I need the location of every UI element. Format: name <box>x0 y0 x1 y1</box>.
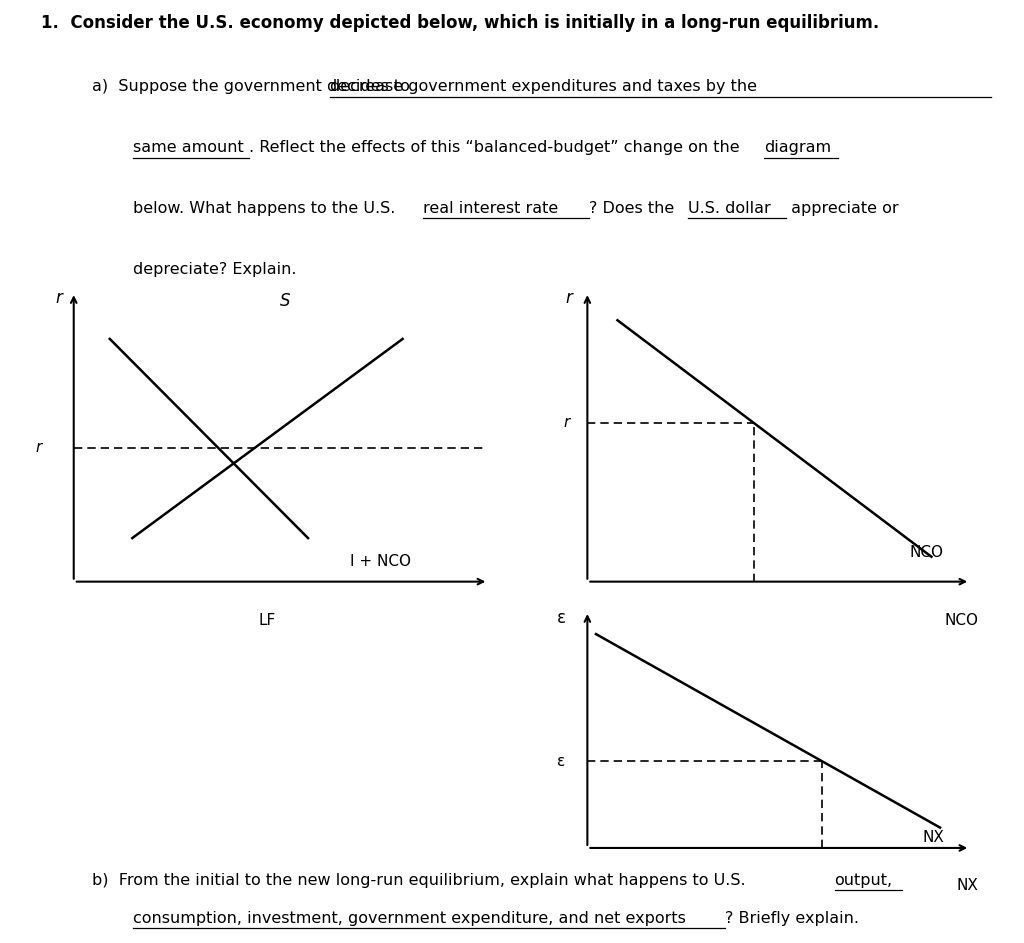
Text: NX: NX <box>956 879 979 894</box>
Text: r: r <box>55 290 62 307</box>
Text: ? Does the: ? Does the <box>589 201 679 216</box>
Text: output,: output, <box>835 873 893 888</box>
Text: below. What happens to the U.S.: below. What happens to the U.S. <box>133 201 400 216</box>
Text: NCO: NCO <box>910 545 944 560</box>
Text: I + NCO: I + NCO <box>349 554 411 570</box>
Text: depreciate? Explain.: depreciate? Explain. <box>133 262 297 276</box>
Text: ε: ε <box>557 753 565 769</box>
Text: ? Briefly explain.: ? Briefly explain. <box>725 911 859 926</box>
Text: diagram: diagram <box>764 140 831 155</box>
Text: U.S. dollar: U.S. dollar <box>688 201 771 216</box>
Text: b)  From the initial to the new long-run equilibrium, explain what happens to U.: b) From the initial to the new long-run … <box>92 873 751 888</box>
Text: r: r <box>36 440 42 455</box>
Text: S: S <box>281 292 291 310</box>
Text: consumption, investment, government expenditure, and net exports: consumption, investment, government expe… <box>133 911 686 926</box>
Text: same amount: same amount <box>133 140 244 155</box>
Text: ε: ε <box>557 608 566 626</box>
Text: NCO: NCO <box>945 613 979 628</box>
Text: appreciate or: appreciate or <box>786 201 899 216</box>
Text: a)  Suppose the government decides to: a) Suppose the government decides to <box>92 79 415 94</box>
Text: 1.  Consider the U.S. economy depicted below, which is initially in a long-run e: 1. Consider the U.S. economy depicted be… <box>41 14 880 32</box>
Text: decrease government expenditures and taxes by the: decrease government expenditures and tax… <box>330 79 757 94</box>
Text: real interest rate: real interest rate <box>423 201 558 216</box>
Text: NX: NX <box>923 830 945 845</box>
Text: r: r <box>563 416 570 430</box>
Text: r: r <box>566 290 572 307</box>
Text: LF: LF <box>259 613 276 628</box>
Text: . Reflect the effects of this “balanced-budget” change on the: . Reflect the effects of this “balanced-… <box>249 140 744 155</box>
